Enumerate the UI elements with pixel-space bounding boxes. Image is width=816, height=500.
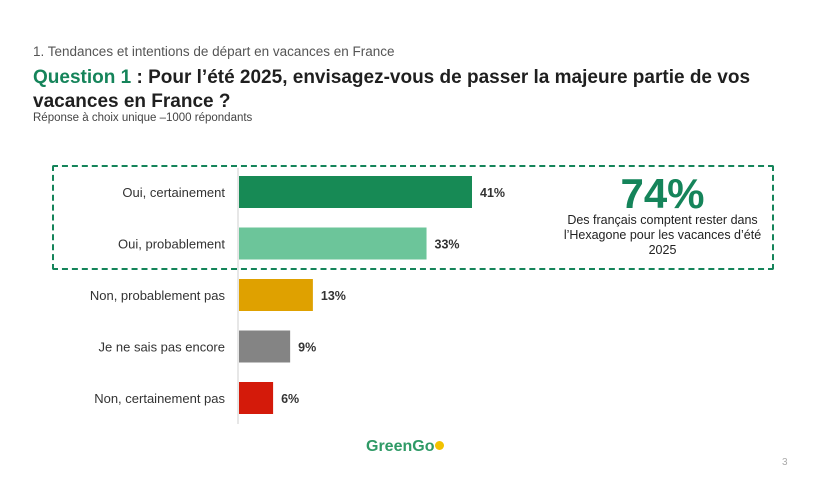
callout-text: Des français comptent rester dans l’Hexa… xyxy=(563,213,762,257)
bar xyxy=(239,382,274,414)
logo-dot-icon xyxy=(435,441,445,450)
bar xyxy=(239,330,291,363)
value-label: 13% xyxy=(321,289,346,303)
callout-value: 74% xyxy=(620,170,705,217)
section-title: 1. Tendances et intentions de départ en … xyxy=(33,44,395,59)
bar xyxy=(239,279,313,311)
value-label: 33% xyxy=(435,238,460,252)
page-number: 3 xyxy=(782,457,788,468)
category-label: Oui, certainement xyxy=(122,185,225,200)
question-text: : Pour l’été 2025, envisagez-vous de pas… xyxy=(33,67,751,112)
category-label: Non, probablement pas xyxy=(90,288,226,303)
bar xyxy=(239,227,427,260)
value-label: 41% xyxy=(480,186,505,200)
bar xyxy=(239,176,472,208)
category-label: Je ne sais pas encore xyxy=(99,340,225,355)
question-label: Question 1 xyxy=(33,67,132,88)
greengo-logo: GreenGo xyxy=(366,438,445,456)
value-label: 9% xyxy=(298,341,316,355)
category-label: Non, certainement pas xyxy=(94,391,225,406)
logo-text: GreenGo xyxy=(366,438,435,455)
response-subtitle: Réponse à choix unique –1000 répondants xyxy=(33,112,253,124)
category-label: Oui, probablement xyxy=(118,237,225,252)
question-title: Question 1 : Pour l’été 2025, envisagez-… xyxy=(33,66,793,114)
highlight-box xyxy=(52,165,774,270)
value-label: 6% xyxy=(281,392,299,406)
